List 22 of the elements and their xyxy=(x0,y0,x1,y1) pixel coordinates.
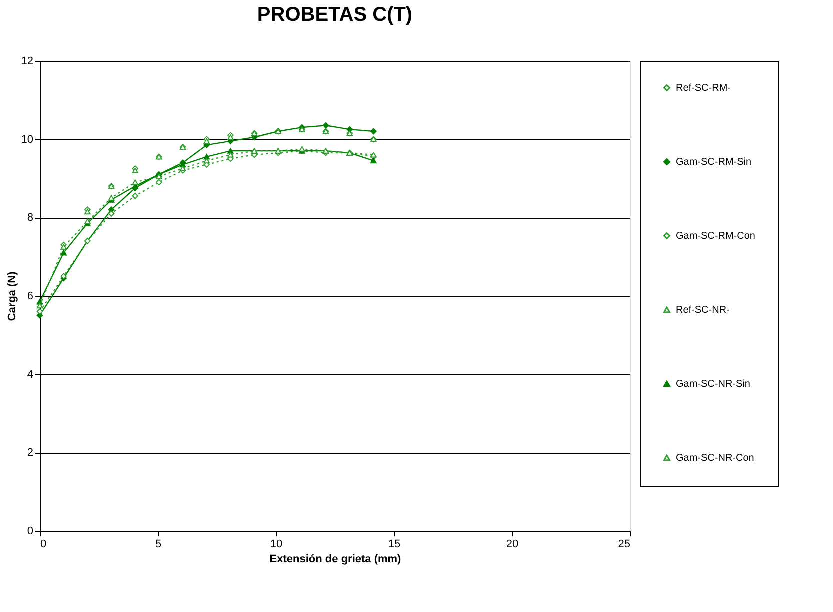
legend-label: Gam-SC-NR-Sin xyxy=(676,379,750,390)
y-tick-label: 2 xyxy=(27,447,34,460)
legend-label: Gam-SC-RM-Con xyxy=(676,231,756,242)
x-tick-label: 15 xyxy=(388,538,401,550)
y-tick-label: 12 xyxy=(21,56,34,68)
x-tick-label: 20 xyxy=(506,538,519,550)
x-tick-label: 5 xyxy=(155,538,162,550)
legend-label: Ref-SC-NR- xyxy=(676,305,730,316)
y-tick-label: 0 xyxy=(27,526,34,538)
chart-title: PROBETAS C(T) xyxy=(257,4,413,26)
y-axis-title: Carga (N) xyxy=(6,271,18,322)
x-tick-label: 10 xyxy=(270,538,283,550)
y-tick-label: 6 xyxy=(27,290,34,302)
legend-label: Ref-SC-RM- xyxy=(676,83,731,94)
y-tick-label: 8 xyxy=(27,212,34,224)
x-tick-label: 0 xyxy=(40,538,47,550)
legend-label: Gam-SC-NR-Con xyxy=(676,453,754,464)
x-tick-label: 25 xyxy=(618,538,630,550)
legend-label: Gam-SC-RM-Sin xyxy=(676,157,752,168)
x-axis-title: Extensión de grieta (mm) xyxy=(270,554,402,566)
y-tick-label: 4 xyxy=(27,368,34,381)
y-tick-label: 10 xyxy=(21,134,34,146)
